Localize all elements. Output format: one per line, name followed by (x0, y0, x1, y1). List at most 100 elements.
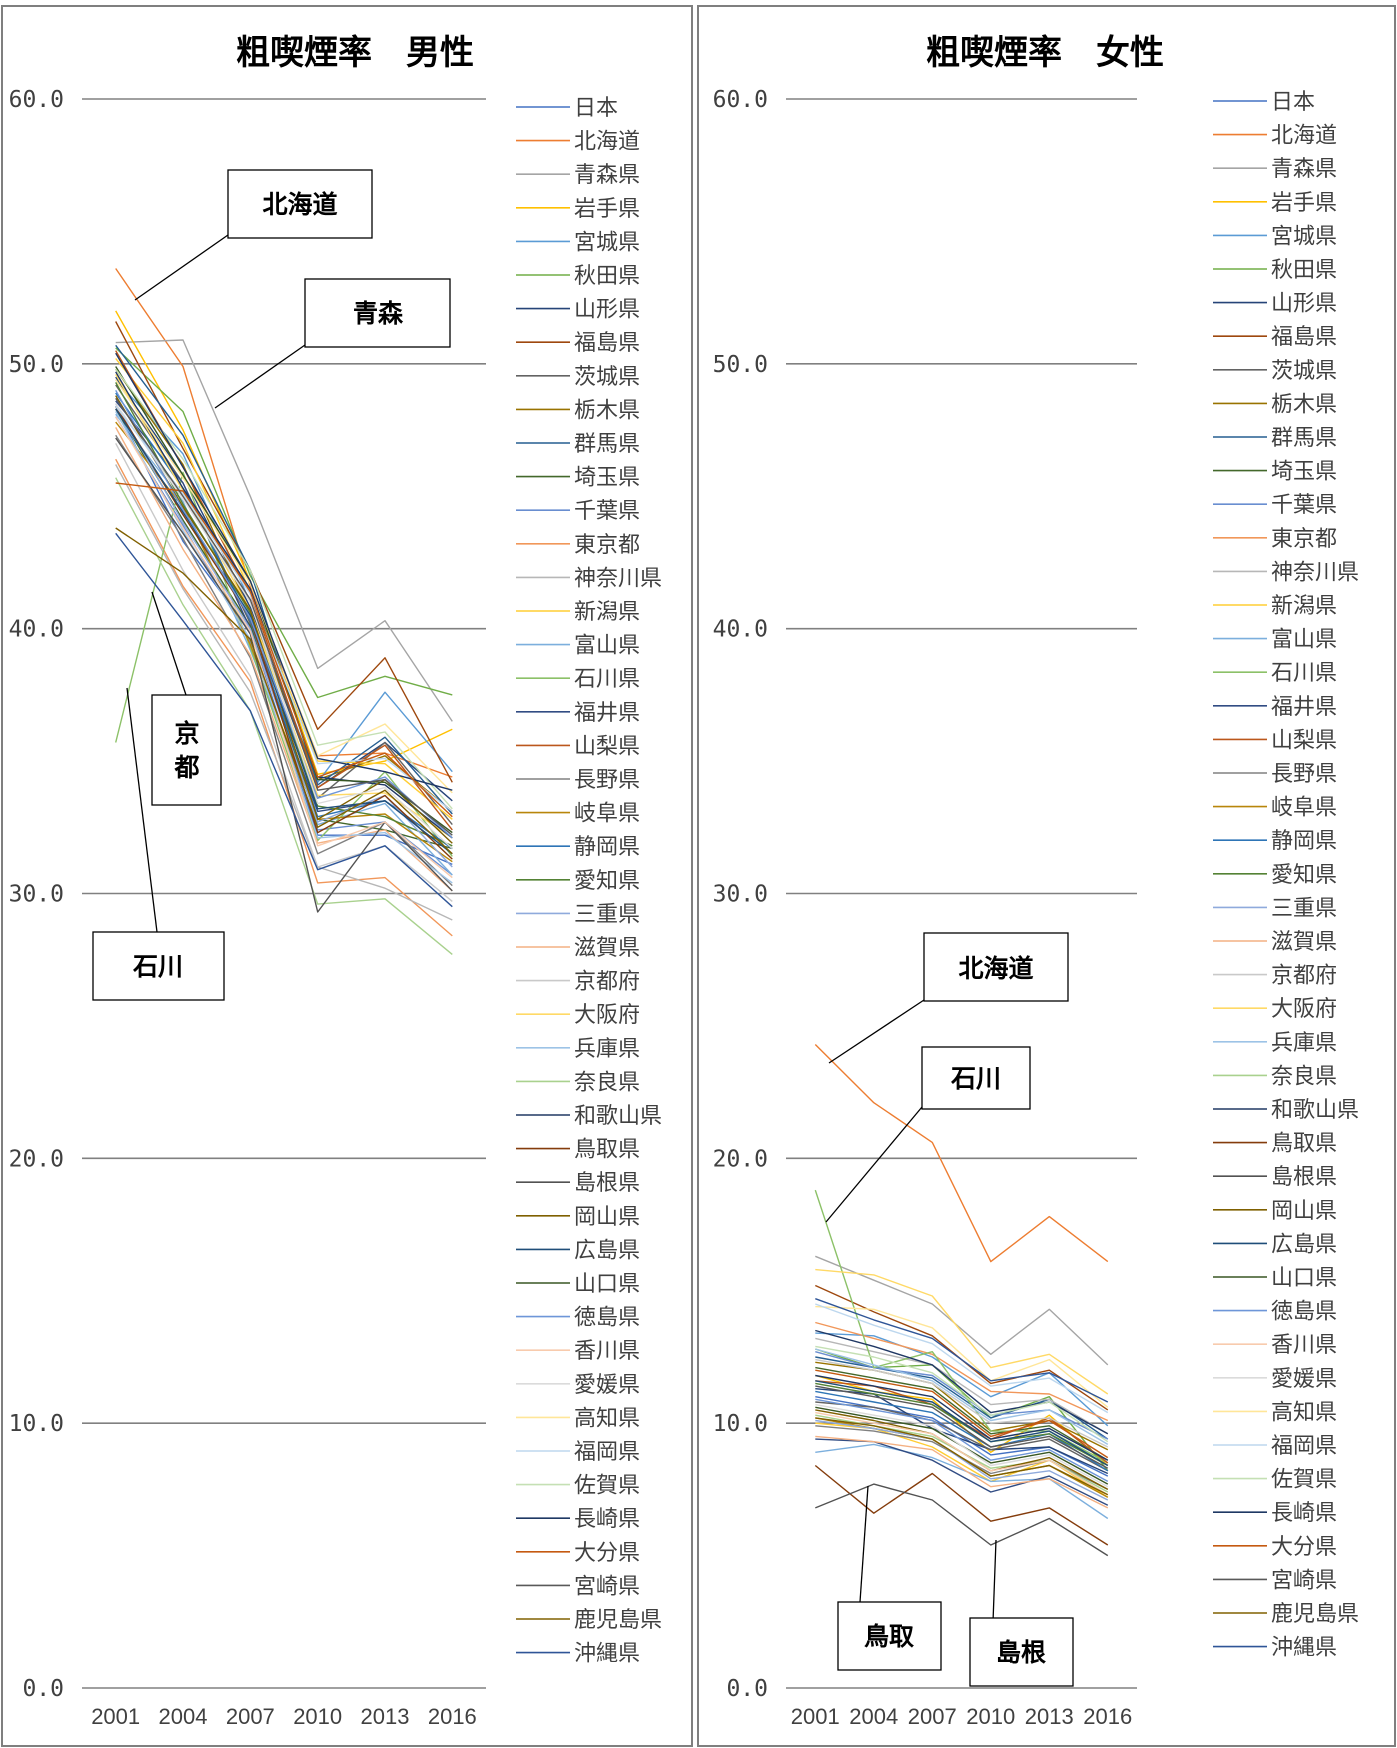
series-line (115, 403, 453, 850)
series-line (815, 1388, 1109, 1475)
legend-label: 栃木県 (1271, 392, 1337, 417)
legend-label: 鳥取県 (574, 1138, 640, 1163)
callout-leader (992, 1539, 997, 1623)
legend-label: 福井県 (1271, 695, 1337, 720)
legend-label: 大阪府 (574, 1003, 640, 1028)
legend-label: 茨城県 (574, 365, 640, 390)
legend-label: 東京都 (1271, 527, 1337, 552)
callout-box (151, 694, 222, 806)
callout-label: 石川 (950, 1064, 1001, 1093)
callout-hokkaido-female: 北海道 (828, 932, 1069, 1064)
legend-label: 長崎県 (1271, 1501, 1337, 1526)
legend-label: 富山県 (1271, 628, 1337, 653)
legend-label: 愛知県 (574, 869, 640, 894)
y-tick-label: 60.0 (9, 87, 64, 113)
series-line (115, 408, 453, 855)
legend-label: 群馬県 (574, 432, 640, 457)
legend-label: 福井県 (574, 701, 640, 726)
legend-label: 岐阜県 (574, 802, 640, 827)
series-line (815, 1268, 1109, 1395)
legend-label: 高知県 (574, 1406, 640, 1431)
legend-label: 山梨県 (574, 734, 640, 759)
series-line (815, 1401, 1109, 1472)
callout-box (969, 1617, 1074, 1687)
female-smoking-rate-chart: 粗喫煙率 女性 0.0 10.0 20.0 30.0 40.0 50.0 60.0 2001… (697, 5, 1396, 1747)
legend-label: 宮崎県 (1271, 1568, 1337, 1593)
female-x-axis-ticks: 2001 2004 2007 2010 2013 2016 (791, 1704, 1132, 1729)
legend-label: 北海道 (574, 130, 640, 155)
legend-label: 石川県 (1271, 661, 1337, 686)
series-line (815, 1358, 1109, 1448)
legend-label: 滋賀県 (574, 936, 640, 961)
y-tick-label: 50.0 (9, 352, 64, 378)
legend-label: 高知県 (1271, 1400, 1337, 1425)
legend-label: 新潟県 (1271, 594, 1337, 619)
series-line (115, 352, 453, 791)
legend-label: 和歌山県 (574, 1104, 662, 1129)
legend-label: 沖縄県 (574, 1642, 640, 1667)
y-tick-label: 60.0 (713, 87, 768, 113)
series-line (815, 1435, 1109, 1509)
callout-leader (214, 344, 306, 409)
legend-label: 栃木県 (574, 398, 640, 423)
legend-label: 徳島県 (574, 1306, 640, 1331)
male-legend: 日本北海道青森県岩手県宮城県秋田県山形県福島県茨城県栃木県群馬県埼玉県千葉県東京… (516, 96, 662, 1667)
legend-label: 島根県 (1271, 1165, 1337, 1190)
legend-label: 福島県 (574, 331, 640, 356)
series-line (815, 1356, 1109, 1440)
legend-label: 鹿児島県 (574, 1608, 662, 1633)
series-line (115, 321, 453, 783)
series-line (815, 1337, 1109, 1435)
series-line (815, 1321, 1109, 1422)
legend-label: 滋賀県 (1271, 930, 1337, 955)
legend-label: 佐賀県 (574, 1474, 640, 1499)
callout-shimane-female: 島根 (969, 1539, 1074, 1687)
series-line (815, 1329, 1109, 1435)
callout-tottori-female: 鳥取 (837, 1485, 942, 1671)
x-tick-label: 2013 (1025, 1704, 1074, 1729)
series-line (115, 405, 453, 860)
y-tick-label: 0.0 (726, 1676, 768, 1702)
y-tick-label: 40.0 (713, 617, 768, 643)
legend-label: 広島県 (574, 1238, 640, 1263)
legend-label: 香川県 (1271, 1333, 1337, 1358)
series-line (115, 437, 453, 913)
series-line (815, 1390, 1109, 1472)
callout-leader (134, 234, 229, 301)
series-line (115, 358, 453, 820)
legend-label: 島根県 (574, 1171, 640, 1196)
legend-label: 静岡県 (1271, 829, 1337, 854)
x-tick-label: 2001 (791, 1704, 840, 1729)
callout-label: 鳥取 (864, 1622, 914, 1651)
legend-label: 和歌山県 (1271, 1098, 1359, 1123)
legend-label: 福岡県 (574, 1440, 640, 1465)
x-tick-label: 2010 (293, 1704, 342, 1729)
legend-label: 愛媛県 (1271, 1367, 1337, 1392)
male-y-axis-ticks: 0.0 10.0 20.0 30.0 40.0 50.0 60.0 (9, 87, 64, 1702)
legend-label: 北海道 (1271, 124, 1337, 149)
series-line (815, 1305, 1109, 1408)
legend-label: 長野県 (1271, 762, 1337, 787)
series-line (815, 1483, 1109, 1557)
x-tick-label: 2001 (91, 1704, 140, 1729)
series-line (814, 1044, 1109, 1263)
female-chart-title: 粗喫煙率 女性 (926, 33, 1164, 73)
series-line (815, 1374, 1109, 1467)
x-tick-label: 2007 (908, 1704, 957, 1729)
callout-kyoto-male: 京都 (151, 591, 222, 806)
series-line (815, 1255, 1109, 1366)
legend-label: 岐阜県 (1271, 796, 1337, 821)
y-tick-label: 50.0 (713, 352, 768, 378)
male-series-lines (115, 268, 453, 955)
series-line (115, 368, 453, 810)
series-line (115, 397, 453, 836)
legend-label: 香川県 (574, 1339, 640, 1364)
series-line (115, 464, 453, 921)
series-line (115, 532, 453, 908)
legend-label: 兵庫県 (1271, 1031, 1337, 1056)
series-line (815, 1369, 1109, 1459)
legend-label: 岡山県 (574, 1205, 640, 1230)
legend-label: 愛知県 (1271, 863, 1337, 888)
legend-label: 神奈川県 (1271, 560, 1359, 585)
